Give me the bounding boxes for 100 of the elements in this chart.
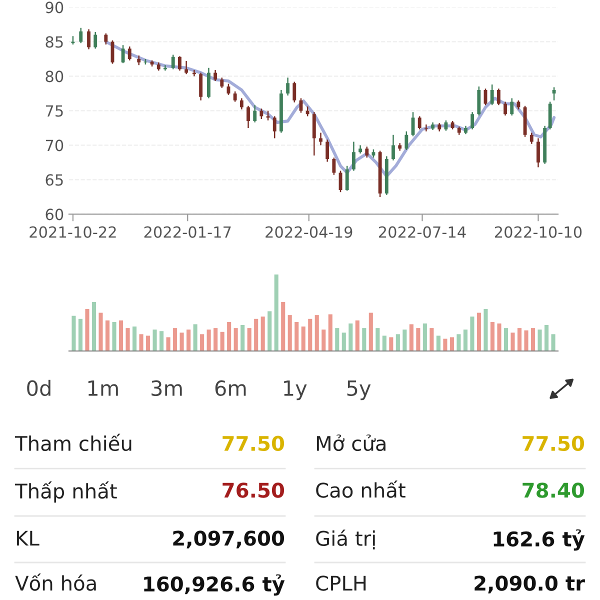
candlestick <box>536 138 540 168</box>
candlestick <box>266 110 270 121</box>
candlestick <box>352 141 356 172</box>
y-tick-label: 75 <box>46 105 63 117</box>
candlestick <box>510 98 514 116</box>
bar <box>132 326 137 351</box>
text: 2,097,600 <box>173 530 284 548</box>
text: 1m <box>88 380 118 396</box>
bar <box>328 314 332 351</box>
bar <box>206 330 211 351</box>
text: 6m <box>215 380 246 396</box>
bar <box>463 330 468 351</box>
x-tick-label: 2021-10-22 <box>30 226 116 238</box>
bar <box>443 338 448 351</box>
bar <box>160 331 164 351</box>
bar <box>376 328 380 351</box>
text: Tham chiếu <box>14 434 132 452</box>
x-tick-label: 2022-07-14 <box>378 226 466 238</box>
text: Thấp nhất <box>14 481 117 503</box>
bar <box>422 323 427 351</box>
candlestick <box>128 46 132 61</box>
text: 2,090.0 tr <box>474 576 585 594</box>
bar <box>288 315 292 351</box>
bar <box>260 316 265 351</box>
candlestick <box>240 98 244 110</box>
y-tick-label: 65 <box>46 174 63 186</box>
bar <box>112 322 116 351</box>
bar <box>227 322 232 351</box>
bar <box>193 324 198 351</box>
bar <box>126 328 130 351</box>
bar <box>220 332 224 351</box>
candlestick <box>104 32 108 46</box>
text: 1y <box>284 380 307 400</box>
candlestick <box>260 108 264 120</box>
bar <box>92 302 96 351</box>
text: 78.40 <box>522 482 584 498</box>
candlestick <box>530 132 534 144</box>
text: 5y <box>347 380 371 400</box>
bar <box>281 302 286 351</box>
bar <box>490 322 495 351</box>
bar <box>504 328 508 351</box>
bar <box>180 332 184 351</box>
bar <box>470 316 474 351</box>
bar <box>152 330 157 351</box>
text: 160,926.6 tỷ <box>144 574 285 596</box>
x-tick-label: 2022-10-10 <box>494 226 582 238</box>
bar <box>268 311 272 351</box>
y-tick-label: 60 <box>46 208 64 220</box>
bar <box>484 308 488 351</box>
bar <box>497 323 502 351</box>
candlestick <box>326 139 330 162</box>
text: 77.50 <box>522 436 584 452</box>
text: 76.50 <box>222 482 284 498</box>
text: 0d <box>27 380 50 396</box>
bar <box>335 328 340 351</box>
bar <box>146 336 150 351</box>
candlestick <box>199 72 203 101</box>
candlestick <box>392 134 395 162</box>
bar <box>355 320 360 351</box>
candlestick <box>418 116 422 130</box>
candlestick <box>404 130 408 151</box>
bar <box>436 336 440 351</box>
bar <box>396 334 400 351</box>
bar <box>166 337 170 351</box>
bar <box>538 330 542 351</box>
candlestick <box>79 27 83 44</box>
x-tick-label: 2022-04-19 <box>266 226 352 238</box>
bar <box>362 328 366 351</box>
bar <box>510 332 515 351</box>
y-tick-label: 70 <box>46 140 64 152</box>
y-tick-label: 85 <box>46 36 63 48</box>
candlestick <box>220 76 224 89</box>
candlestick <box>178 56 182 72</box>
bar <box>544 325 549 351</box>
bar <box>98 312 103 351</box>
bar <box>118 320 124 351</box>
text: 162.6 tỷ <box>494 529 585 551</box>
bar <box>274 274 278 351</box>
candlestick <box>496 88 500 106</box>
bar <box>214 328 218 351</box>
candlestick <box>94 31 98 50</box>
candlestick <box>233 90 237 102</box>
candlestick <box>214 69 218 82</box>
candlestick <box>87 28 90 50</box>
bar <box>389 337 394 351</box>
bar <box>139 334 144 351</box>
text: Vốn hóa <box>15 574 96 591</box>
bar <box>551 334 556 351</box>
bar <box>186 330 191 351</box>
candlestick <box>306 106 310 117</box>
text: CPLH <box>316 576 366 591</box>
bar <box>517 328 522 351</box>
text: Cao nhất <box>316 480 406 498</box>
bar <box>173 328 178 351</box>
y-tick-label: 90 <box>46 2 64 14</box>
bar <box>409 324 414 351</box>
bar <box>416 328 420 351</box>
bar <box>308 318 312 351</box>
bar <box>524 330 528 351</box>
text: Giá trị <box>316 530 375 550</box>
